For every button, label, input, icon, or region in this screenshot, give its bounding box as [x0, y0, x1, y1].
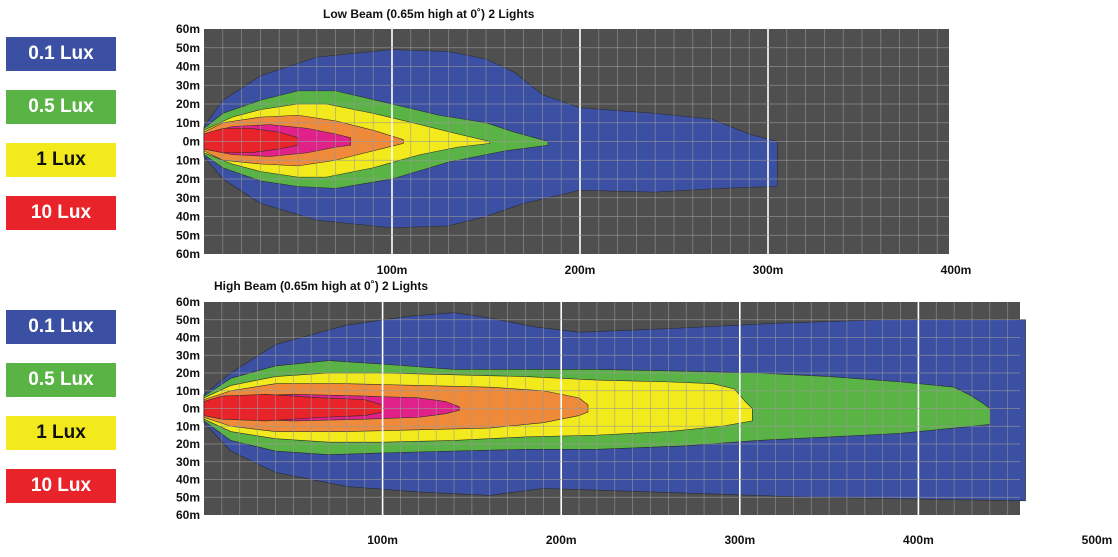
grid [204, 29, 949, 254]
legend-swatch-10-lux: 10 Lux [6, 469, 116, 503]
legend-swatch-0-1-lux: 0.1 Lux [6, 310, 116, 344]
high-beam-title: High Beam (0.65m high at 0˚) 2 Lights [214, 279, 429, 293]
y-tick-label: 10m [176, 384, 200, 398]
x-tick-label: 400m [941, 263, 972, 277]
y-tick-label: 50m [176, 228, 200, 242]
y-tick-label: 40m [176, 210, 200, 224]
y-tick-label: 10m [176, 419, 200, 433]
y-tick-label: 10m [176, 153, 200, 167]
y-tick-label: 60m [176, 22, 200, 36]
y-tick-label: 40m [176, 473, 200, 487]
legend-swatch-1-lux: 1 Lux [6, 143, 116, 177]
x-tick-label: 200m [546, 533, 577, 547]
y-tick-label: 40m [176, 331, 200, 345]
x-tick-label: 200m [565, 263, 596, 277]
y-tick-label: 60m [176, 508, 200, 522]
low-beam-chart: 60m 50m 40m 30m 20m 10m 0m 10m 20m 30m 40m 50m 60m 10… [176, 22, 971, 277]
y-tick-label: 20m [176, 437, 200, 451]
high-beam-chart: 60m 50m 40m 30m 20m 10m 0m 10m 20m 30m 40m 50m 60m 10… [176, 295, 1112, 547]
y-tick-label: 40m [176, 60, 200, 74]
y-tick-label: 50m [176, 490, 200, 504]
y-tick-label: 0m [183, 135, 200, 149]
y-tick-label: 60m [176, 295, 200, 309]
x-tick-label: 400m [903, 533, 934, 547]
x-tick-label: 100m [377, 263, 408, 277]
legend-swatch-0-5-lux: 0.5 Lux [6, 363, 116, 397]
y-tick-label: 30m [176, 191, 200, 205]
legend-swatch-0-5-lux: 0.5 Lux [6, 90, 116, 124]
y-tick-label: 30m [176, 78, 200, 92]
y-tick-label: 20m [176, 172, 200, 186]
x-tick-label: 300m [724, 533, 755, 547]
y-tick-label: 20m [176, 366, 200, 380]
x-tick-label: 500m [1082, 533, 1113, 547]
y-tick-label: 50m [176, 41, 200, 55]
legend-swatch-0-1-lux: 0.1 Lux [6, 37, 116, 71]
low-beam-title: Low Beam (0.65m high at 0˚) 2 Lights [323, 7, 535, 21]
x-tick-label: 300m [753, 263, 784, 277]
y-tick-label: 60m [176, 247, 200, 261]
legend-swatch-1-lux: 1 Lux [6, 416, 116, 450]
y-tick-label: 20m [176, 97, 200, 111]
y-tick-label: 30m [176, 348, 200, 362]
y-tick-label: 10m [176, 116, 200, 130]
x-tick-label: 100m [367, 533, 398, 547]
grid [204, 302, 1020, 515]
legend-swatch-10-lux: 10 Lux [6, 196, 116, 230]
y-tick-label: 0m [183, 402, 200, 416]
y-tick-label: 50m [176, 313, 200, 327]
y-tick-label: 30m [176, 455, 200, 469]
